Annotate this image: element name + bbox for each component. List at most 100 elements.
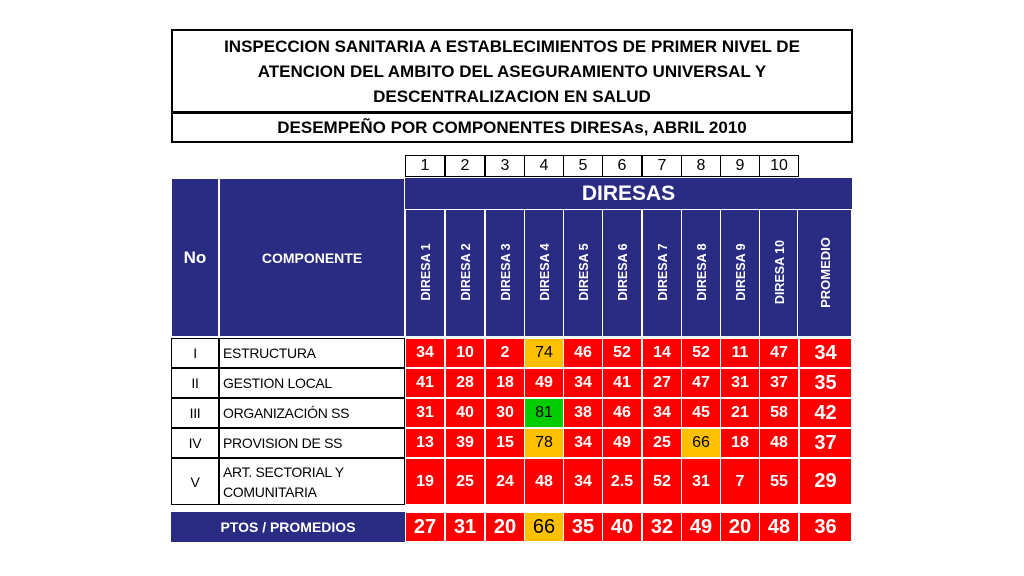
score-cell: 48 [524,458,564,505]
row-promedio: 34 [799,338,852,368]
totals-label: PTOS / PROMEDIOS [220,519,356,535]
row-number: I [171,338,219,368]
diresa-column-label: DIRESA 5 [577,243,591,301]
score-cell: 38 [563,398,603,428]
score-cell: 48 [759,428,799,458]
row-componente: PROVISION DE SS [219,428,405,458]
promedio-header: PROMEDIO [797,209,852,337]
diresas-header-label: DIRESAS [581,181,676,205]
score-cell: 45 [681,398,721,428]
score-cell: 27 [642,368,682,398]
total-score-cell: 66 [524,512,564,542]
diresa-column-label: DIRESA 10 [773,239,787,305]
score-cell: 24 [485,458,525,505]
no-header: No [171,178,219,337]
score-cell: 14 [642,338,682,368]
score-cell: 74 [524,338,564,368]
score-cell: 41 [405,368,445,398]
diresa-column-header: DIRESA 10 [759,209,799,337]
diresas-header: DIRESAS [405,178,852,209]
score-cell: 34 [642,398,682,428]
diresa-column-label: DIRESA 3 [499,243,513,301]
score-cell: 34 [563,458,603,505]
row-componente: GESTION LOCAL [219,368,405,398]
score-cell: 13 [405,428,445,458]
score-cell: 49 [524,368,564,398]
score-cell: 40 [445,398,485,428]
diresa-column-header: DIRESA 9 [720,209,760,337]
diresa-column-header: DIRESA 1 [405,209,445,337]
row-promedio: 42 [799,398,852,428]
score-cell: 37 [759,368,799,398]
column-number-cell: 6 [602,155,642,177]
diresa-column-header: DIRESA 6 [602,209,642,337]
row-promedio: 37 [799,428,852,458]
column-number-cell: 4 [524,155,564,177]
diresa-column-header: DIRESA 3 [485,209,525,337]
score-cell: 39 [445,428,485,458]
column-number-cell: 2 [445,155,485,177]
total-score-cell: 35 [563,512,603,542]
column-number-cell: 7 [642,155,682,177]
score-cell: 25 [642,428,682,458]
column-number-cell: 9 [720,155,760,177]
total-score-cell: 20 [720,512,760,542]
score-cell: 21 [720,398,760,428]
score-cell: 2.5 [602,458,642,505]
diresa-column-header: DIRESA 5 [563,209,603,337]
score-cell: 34 [563,368,603,398]
score-cell: 34 [563,428,603,458]
score-cell: 46 [563,338,603,368]
diresa-column-label: DIRESA 4 [538,243,552,301]
column-number-cell: 3 [485,155,525,177]
score-cell: 10 [445,338,485,368]
score-cell: 52 [602,338,642,368]
report-subtitle: DESEMPEÑO POR COMPONENTES DIRESAs, ABRIL… [277,117,747,137]
diresa-column-label: DIRESA 9 [734,243,748,301]
diresa-column-label: DIRESA 8 [695,243,709,301]
total-score-cell: 49 [681,512,721,542]
score-cell: 78 [524,428,564,458]
diresa-column-header: DIRESA 4 [524,209,564,337]
diresa-column-header: DIRESA 2 [445,209,485,337]
column-number-cell: 5 [563,155,603,177]
score-cell: 31 [681,458,721,505]
row-promedio: 35 [799,368,852,398]
score-cell: 58 [759,398,799,428]
diresa-column-label: DIRESA 6 [616,243,630,301]
score-cell: 34 [405,338,445,368]
row-promedio: 29 [799,458,852,505]
score-cell: 11 [720,338,760,368]
score-cell: 52 [681,338,721,368]
row-number: III [171,398,219,428]
column-number-cell: 8 [681,155,721,177]
score-cell: 18 [485,368,525,398]
score-cell: 41 [602,368,642,398]
score-cell: 81 [524,398,564,428]
totals-label-cell: PTOS / PROMEDIOS [171,512,405,542]
no-header-label: No [183,247,207,267]
row-number: V [171,458,219,505]
score-cell: 18 [720,428,760,458]
diresa-column-label: DIRESA 7 [656,243,670,301]
diresa-column-label: DIRESA 2 [459,243,473,301]
score-cell: 31 [720,368,760,398]
report-title: INSPECCION SANITARIA A ESTABLECIMIENTOS … [224,36,800,106]
total-score-cell: 32 [642,512,682,542]
score-cell: 19 [405,458,445,505]
score-cell: 2 [485,338,525,368]
score-cell: 47 [681,368,721,398]
total-score-cell: 31 [445,512,485,542]
total-score-cell: 27 [405,512,445,542]
diresa-column-label: DIRESA 1 [419,243,433,301]
diresa-column-header: DIRESA 7 [642,209,682,337]
total-score-cell: 48 [759,512,799,542]
row-componente: ESTRUCTURA [219,338,405,368]
score-cell: 31 [405,398,445,428]
score-cell: 15 [485,428,525,458]
score-cell: 52 [642,458,682,505]
score-cell: 46 [602,398,642,428]
diresa-column-header: DIRESA 8 [681,209,721,337]
column-number-cell: 10 [759,155,799,177]
total-promedio: 36 [799,512,852,542]
